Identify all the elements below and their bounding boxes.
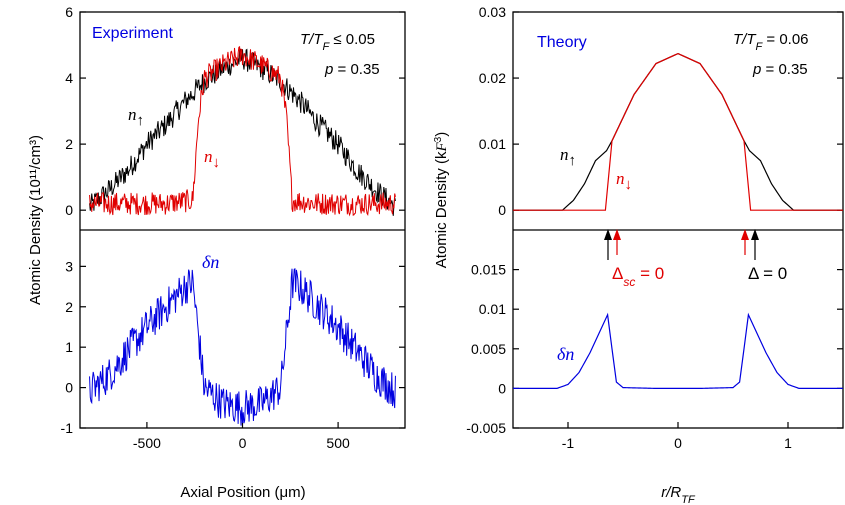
y-tick-label-bottom-left-1: 0	[65, 380, 73, 396]
y-tick-label-bottom-right-3: 0.01	[479, 301, 506, 317]
y-tick-label-top-left-0: 0	[65, 202, 73, 218]
delta-label: Δ = 0	[748, 264, 787, 283]
y-tick-label-top-right-1: 0.01	[479, 136, 506, 152]
theory-polarization: p = 0.35	[752, 61, 808, 78]
ticks-layer: 0 2 4 6 -1 0 1 2 3 -500 0 500 0 0.01 0.02 0.03 -0.005 0 0.…	[61, 4, 843, 451]
y-tick-label-top-left-3: 6	[65, 4, 73, 20]
y-tick-label-top-right-0: 0	[498, 202, 506, 218]
exp-temperature: T/TF ≤ 0.05	[300, 31, 375, 53]
theory-temperature: T/TF = 0.06	[733, 31, 809, 53]
exp-polarization: p = 0.35	[324, 61, 380, 78]
x-tick-label-bottom-right-0: -1	[562, 435, 575, 451]
series-top-left-0	[89, 48, 396, 216]
y-tick-label-bottom-left-2: 1	[65, 339, 73, 355]
right-x-axis-label: r/RTF	[661, 484, 696, 505]
y-tick-label-top-left-2: 4	[65, 70, 73, 86]
exp-delta-n-label: δn	[202, 252, 219, 272]
x-tick-label-bottom-right-1: 0	[674, 435, 682, 451]
y-tick-label-bottom-left-0: -1	[61, 420, 74, 436]
x-tick-label-bottom-right-2: 1	[784, 435, 792, 451]
theory-n-down-label: n↓	[616, 169, 632, 193]
y-tick-label-bottom-right-2: 0.005	[471, 341, 506, 357]
y-tick-label-bottom-left-4: 3	[65, 258, 73, 274]
y-tick-label-top-right-3: 0.03	[479, 4, 506, 20]
gap-arrows	[604, 229, 759, 260]
y-tick-label-top-right-2: 0.02	[479, 70, 506, 86]
y-tick-label-bottom-right-4: 0.015	[471, 262, 506, 278]
series-bottom-left-0	[89, 268, 396, 426]
y-tick-label-bottom-right-1: 0	[498, 380, 506, 396]
x-tick-label-bottom-left-0: -500	[133, 435, 161, 451]
theory-n-up-label: n↑	[560, 145, 576, 169]
series-top-left-1	[89, 45, 396, 217]
x-tick-label-bottom-left-2: 500	[326, 435, 350, 451]
series-layer	[89, 45, 843, 426]
theory-title: Theory	[537, 34, 587, 51]
left-y-axis-label: Atomic Density (10¹¹/cm³)	[27, 135, 44, 305]
kf-sup: F	[434, 142, 450, 153]
x-tick-label-bottom-left-1: 0	[239, 435, 247, 451]
left-x-axis-label: Axial Position (μm)	[180, 484, 305, 501]
series-top-right-1	[513, 52, 843, 211]
delta-sc-label: Δsc = 0	[612, 264, 664, 289]
exp-n-up-label: n↑	[128, 105, 144, 129]
right-y-axis-label: Atomic Density (kF3)	[433, 132, 451, 268]
y-tick-label-bottom-right-0: -0.005	[466, 420, 506, 436]
y-tick-label-bottom-left-3: 2	[65, 299, 73, 315]
theory-delta-n-label: δn	[557, 344, 574, 364]
series-bottom-right-0	[513, 312, 843, 389]
experiment-title: Experiment	[92, 25, 173, 42]
exp-n-down-label: n↓	[204, 147, 220, 171]
y-tick-label-top-left-1: 2	[65, 136, 73, 152]
